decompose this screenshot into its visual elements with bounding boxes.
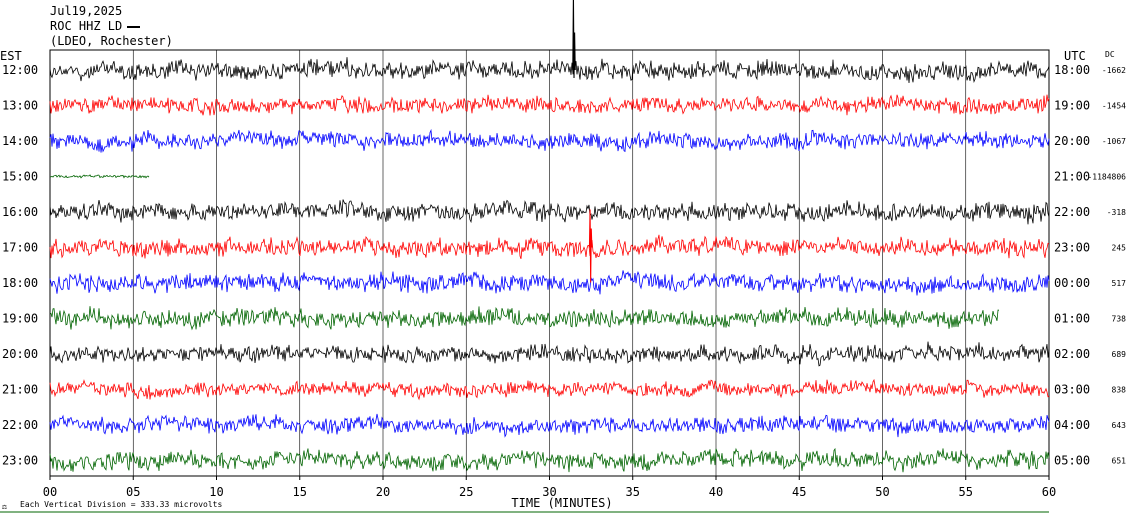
x-axis-label: TIME (MINUTES) xyxy=(511,496,612,510)
utc-hour-label: 20:00 xyxy=(1054,134,1090,148)
dc-offset-label: 245 xyxy=(1112,244,1127,253)
est-hour-label: 22:00 xyxy=(2,418,38,432)
x-axis-ticks: 00 05 10 15 20 25 30 35 40 45 50 55 60 xyxy=(43,476,1056,499)
utc-hour-label: 05:00 xyxy=(1054,454,1090,468)
utc-hour-label: 00:00 xyxy=(1054,276,1090,290)
est-hour-label: 14:00 xyxy=(2,134,38,148)
utc-hour-label: 03:00 xyxy=(1054,383,1090,397)
utc-hour-label: 01:00 xyxy=(1054,312,1090,326)
est-hour-labels: 12:00 13:00 14:00 15:00 16:00 17:00 18:00 19:00… xyxy=(2,63,38,468)
dc-offset-label: -318 xyxy=(1107,208,1126,217)
utc-hour-label: 19:00 xyxy=(1054,99,1090,113)
seismic-trace xyxy=(49,57,1050,84)
dc-offset-label: 643 xyxy=(1112,421,1127,430)
x-tick-label: 35 xyxy=(626,485,640,499)
x-tick-label: 25 xyxy=(459,485,473,499)
left-timezone-label: EST xyxy=(0,49,22,63)
x-tick-label: 60 xyxy=(1042,485,1056,499)
est-hour-label: 21:00 xyxy=(2,383,38,397)
x-tick-label: 50 xyxy=(875,485,889,499)
dc-offset-label: -1662 xyxy=(1102,66,1126,75)
header-date: Jul19,2025 xyxy=(50,4,122,18)
seismic-trace xyxy=(49,128,1050,153)
est-hour-label: 23:00 xyxy=(2,454,38,468)
utc-hour-label: 23:00 xyxy=(1054,241,1090,255)
vertical-gridlines xyxy=(132,50,967,476)
est-hour-label: 12:00 xyxy=(2,63,38,77)
seismic-trace xyxy=(49,306,1000,331)
event-spike xyxy=(588,209,593,283)
seismic-trace xyxy=(49,378,1050,401)
seismic-trace xyxy=(49,447,1050,473)
dc-offset-label: -1184806 xyxy=(1087,173,1126,182)
est-hour-label: 19:00 xyxy=(2,312,38,326)
seismic-trace xyxy=(49,199,1050,225)
utc-hour-labels: 18:00 19:00 20:00 21:00 22:00 23:00 00:00 01:00… xyxy=(1054,63,1090,468)
utc-hour-label: 21:00 xyxy=(1054,170,1090,184)
dc-header: DC xyxy=(1105,50,1115,59)
x-tick-label: 40 xyxy=(709,485,723,499)
x-tick-label: 20 xyxy=(376,485,390,499)
footer-glyph: ⚖ xyxy=(2,502,7,511)
x-tick-label: 10 xyxy=(209,485,223,499)
est-hour-label: 16:00 xyxy=(2,205,38,219)
seismic-traces xyxy=(49,0,1050,473)
dc-offset-label: 689 xyxy=(1112,350,1127,359)
dc-offset-label: 517 xyxy=(1112,279,1127,288)
seismic-trace xyxy=(49,270,1050,296)
dc-offset-labels: -1662 -1454 -1067 -1184806 -318 245 517 738 689 8… xyxy=(1087,66,1126,466)
est-hour-label: 17:00 xyxy=(2,241,38,255)
seismic-trace xyxy=(49,341,1050,367)
utc-hour-label: 02:00 xyxy=(1054,347,1090,361)
x-tick-label: 30 xyxy=(542,485,556,499)
x-tick-label: 00 xyxy=(43,485,57,499)
dc-offset-label: -1454 xyxy=(1102,102,1126,111)
dc-offset-label: -1067 xyxy=(1102,137,1126,146)
seismic-trace xyxy=(49,413,1050,438)
x-tick-label: 05 xyxy=(126,485,140,499)
x-tick-label: 15 xyxy=(293,485,307,499)
x-tick-label: 55 xyxy=(959,485,973,499)
header-network: (LDEO, Rochester) xyxy=(50,34,173,48)
seismic-trace xyxy=(49,174,150,179)
utc-hour-label: 04:00 xyxy=(1054,418,1090,432)
est-hour-label: 20:00 xyxy=(2,347,38,361)
x-tick-label: 45 xyxy=(792,485,806,499)
dc-offset-label: 838 xyxy=(1112,386,1127,395)
dc-offset-label: 738 xyxy=(1112,315,1127,324)
seismic-trace xyxy=(49,94,1050,116)
est-hour-label: 18:00 xyxy=(2,276,38,290)
seismic-trace xyxy=(49,234,1050,260)
footer-scale-note: Each Vertical Division = 333.33 microvol… xyxy=(20,500,222,509)
dc-offset-label: 651 xyxy=(1112,457,1127,466)
right-timezone-label: UTC xyxy=(1064,49,1086,63)
utc-hour-label: 18:00 xyxy=(1054,63,1090,77)
est-hour-label: 15:00 xyxy=(2,170,38,184)
est-hour-label: 13:00 xyxy=(2,99,38,113)
event-spike xyxy=(572,0,576,79)
header-station: ROC HHZ LD xyxy=(50,19,122,33)
utc-hour-label: 22:00 xyxy=(1054,205,1090,219)
